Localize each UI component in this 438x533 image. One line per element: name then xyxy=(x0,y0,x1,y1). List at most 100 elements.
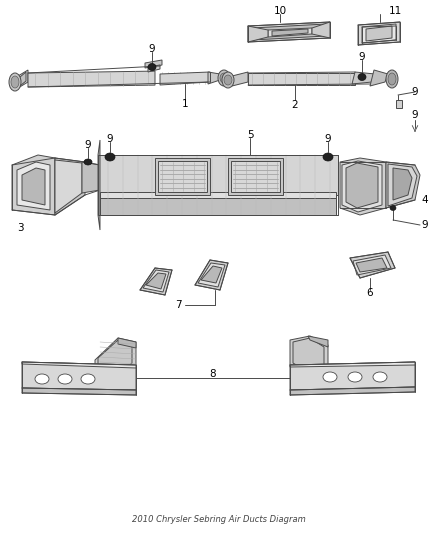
Polygon shape xyxy=(98,140,100,230)
Polygon shape xyxy=(290,362,415,390)
Ellipse shape xyxy=(220,73,228,83)
Polygon shape xyxy=(290,387,415,395)
Text: 9: 9 xyxy=(107,134,113,144)
Polygon shape xyxy=(198,263,225,287)
Polygon shape xyxy=(140,268,172,295)
Ellipse shape xyxy=(11,76,19,88)
Polygon shape xyxy=(312,22,330,38)
Polygon shape xyxy=(272,29,308,36)
Text: 2: 2 xyxy=(292,100,298,110)
Ellipse shape xyxy=(390,206,396,211)
Ellipse shape xyxy=(388,73,396,85)
Polygon shape xyxy=(293,338,324,372)
Polygon shape xyxy=(268,28,312,37)
Polygon shape xyxy=(228,158,283,195)
Ellipse shape xyxy=(224,75,232,85)
Polygon shape xyxy=(370,70,388,86)
Polygon shape xyxy=(356,258,387,272)
Text: 9: 9 xyxy=(148,44,155,54)
Ellipse shape xyxy=(323,372,337,382)
Polygon shape xyxy=(350,252,395,278)
Ellipse shape xyxy=(35,374,49,384)
Polygon shape xyxy=(386,162,420,208)
Polygon shape xyxy=(358,22,400,45)
Ellipse shape xyxy=(373,372,387,382)
Ellipse shape xyxy=(58,374,72,384)
Polygon shape xyxy=(18,70,28,88)
Polygon shape xyxy=(340,158,386,215)
Polygon shape xyxy=(201,266,222,283)
Text: 5: 5 xyxy=(247,130,253,140)
Polygon shape xyxy=(342,161,382,212)
Polygon shape xyxy=(195,260,228,290)
Ellipse shape xyxy=(348,372,362,382)
Text: 4: 4 xyxy=(422,195,428,205)
Ellipse shape xyxy=(358,74,366,80)
Polygon shape xyxy=(353,255,391,275)
Polygon shape xyxy=(248,73,355,85)
Text: 9: 9 xyxy=(422,220,428,230)
Text: 9: 9 xyxy=(325,134,331,144)
Polygon shape xyxy=(55,160,82,213)
Ellipse shape xyxy=(9,73,21,91)
Polygon shape xyxy=(366,26,392,41)
Text: 3: 3 xyxy=(17,223,23,233)
Polygon shape xyxy=(160,72,210,85)
Text: 9: 9 xyxy=(412,87,418,97)
Polygon shape xyxy=(231,161,280,192)
Polygon shape xyxy=(55,158,85,215)
Polygon shape xyxy=(20,72,26,86)
Polygon shape xyxy=(308,336,328,347)
Polygon shape xyxy=(22,388,136,395)
Text: 9: 9 xyxy=(359,52,365,62)
Polygon shape xyxy=(145,60,162,68)
Ellipse shape xyxy=(105,153,115,161)
Polygon shape xyxy=(22,362,136,368)
Polygon shape xyxy=(28,71,155,87)
Polygon shape xyxy=(98,155,338,195)
Polygon shape xyxy=(388,164,417,206)
Ellipse shape xyxy=(84,159,92,165)
Polygon shape xyxy=(208,72,220,84)
Ellipse shape xyxy=(218,70,230,86)
Ellipse shape xyxy=(323,153,333,161)
Polygon shape xyxy=(146,273,166,289)
Text: 8: 8 xyxy=(210,369,216,379)
Polygon shape xyxy=(396,100,402,108)
Ellipse shape xyxy=(81,374,95,384)
Polygon shape xyxy=(118,338,136,348)
Polygon shape xyxy=(252,24,326,40)
Polygon shape xyxy=(393,168,412,200)
Polygon shape xyxy=(22,168,45,205)
Text: 1: 1 xyxy=(182,99,188,109)
Text: 6: 6 xyxy=(367,288,373,298)
Polygon shape xyxy=(100,195,336,215)
Polygon shape xyxy=(155,158,210,195)
Text: 9: 9 xyxy=(85,140,91,150)
Polygon shape xyxy=(158,161,207,192)
Polygon shape xyxy=(98,340,132,377)
Text: 11: 11 xyxy=(389,6,402,16)
Polygon shape xyxy=(82,162,100,193)
Polygon shape xyxy=(248,26,268,42)
Ellipse shape xyxy=(148,63,156,70)
Text: 2010 Chrysler Sebring Air Ducts Diagram: 2010 Chrysler Sebring Air Ducts Diagram xyxy=(132,515,306,524)
Polygon shape xyxy=(290,336,328,375)
Polygon shape xyxy=(95,338,136,380)
Polygon shape xyxy=(232,72,248,86)
Ellipse shape xyxy=(222,72,234,88)
Polygon shape xyxy=(346,163,378,208)
Polygon shape xyxy=(17,162,50,210)
Text: 10: 10 xyxy=(273,6,286,16)
Polygon shape xyxy=(100,192,336,198)
Polygon shape xyxy=(22,362,136,390)
Polygon shape xyxy=(143,270,169,292)
Polygon shape xyxy=(362,24,396,43)
Ellipse shape xyxy=(386,70,398,88)
Polygon shape xyxy=(352,72,375,84)
Text: 9: 9 xyxy=(412,110,418,120)
Text: 7: 7 xyxy=(175,300,182,310)
Polygon shape xyxy=(148,65,160,72)
Polygon shape xyxy=(248,22,330,42)
Polygon shape xyxy=(290,362,415,367)
